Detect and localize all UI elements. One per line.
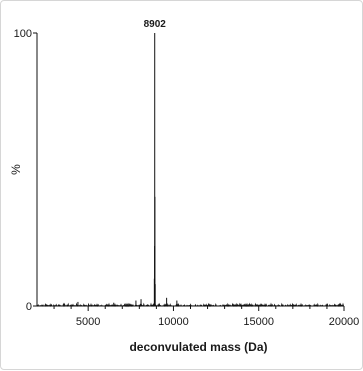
plot-area: [36, 33, 344, 308]
y-ticks: 0 100: [14, 28, 37, 313]
x-tick-label: 10000: [158, 316, 189, 328]
baseline-noise: [36, 302, 344, 308]
y-axis-label: %: [9, 164, 23, 175]
peak-annotation: 8902: [144, 19, 167, 30]
y-tick-label: 0: [26, 301, 32, 313]
axes: [36, 33, 344, 307]
x-ticks: 5000 10000 15000 20000: [53, 306, 360, 328]
x-tick-label: 5000: [76, 316, 100, 328]
annotations: 8902: [144, 19, 167, 30]
x-tick-label: 20000: [329, 316, 360, 328]
x-tick-label: 15000: [243, 316, 274, 328]
y-tick-label: 100: [14, 28, 32, 40]
x-axis-label: deconvulated mass (Da): [129, 340, 267, 354]
